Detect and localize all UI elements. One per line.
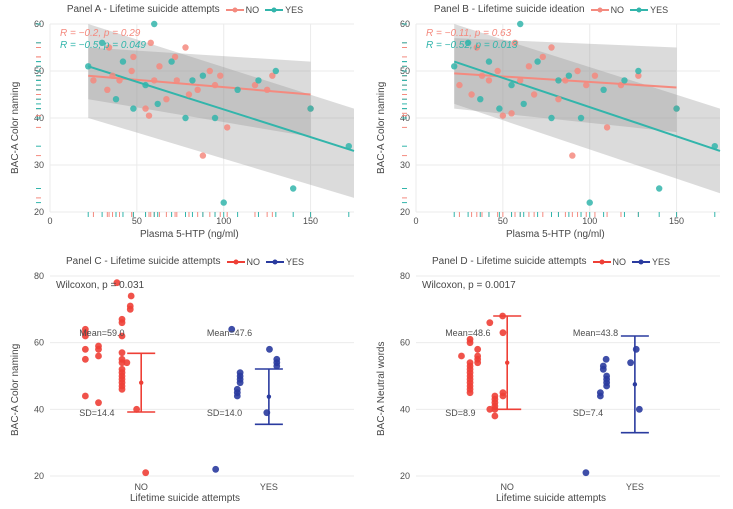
svg-text:SD=7.4: SD=7.4	[573, 408, 603, 418]
svg-text:20: 20	[400, 471, 410, 481]
panel-b-legend-yes: YES	[630, 5, 668, 15]
svg-text:150: 150	[303, 216, 318, 226]
panel-d-title-bar: Panel D - Lifetime suicide attempts NO Y…	[376, 256, 726, 267]
legend-label-yes: YES	[285, 5, 303, 15]
panel-a-legend-yes: YES	[265, 5, 303, 15]
panel-c-plot: 20 40 60 80 NO YES Wilcoxon, p = 0.031 Mean=59.…	[10, 256, 360, 504]
panel-d-legend-no: NO	[593, 257, 627, 267]
svg-text:SD=14.4: SD=14.4	[79, 408, 114, 418]
legend-label-yes: YES	[652, 257, 670, 267]
panel-a-ylabel: BAC-A Color naming	[10, 82, 21, 174]
svg-text:R = −0.52, p = 0.013: R = −0.52, p = 0.013	[426, 40, 518, 51]
svg-text:SD=14.0: SD=14.0	[207, 408, 242, 418]
svg-text:Mean=47.6: Mean=47.6	[207, 328, 252, 338]
panel-d-title: Panel D - Lifetime suicide attempts	[432, 256, 587, 267]
svg-text:R = −0.5, p = 0.049: R = −0.5, p = 0.049	[60, 40, 146, 51]
line-icon	[266, 261, 284, 263]
svg-text:80: 80	[400, 271, 410, 281]
svg-text:60: 60	[400, 338, 410, 348]
svg-text:0: 0	[47, 216, 52, 226]
svg-text:Wilcoxon, p = 0.031: Wilcoxon, p = 0.031	[56, 280, 145, 291]
panel-c-title-bar: Panel C - Lifetime suicide attempts NO Y…	[10, 256, 360, 267]
line-icon	[632, 261, 650, 263]
svg-text:80: 80	[34, 271, 44, 281]
svg-text:50: 50	[498, 216, 508, 226]
panel-d-xlabel: Lifetime suicide attempts	[496, 493, 606, 504]
svg-text:40: 40	[400, 404, 410, 414]
figure-root: Panel A - Lifetime suicide attempts NO Y…	[0, 0, 733, 509]
line-icon	[227, 261, 245, 263]
legend-label-no: NO	[247, 257, 261, 267]
panel-d: Panel D - Lifetime suicide attempts NO Y…	[376, 256, 726, 504]
svg-text:Mean=59.0: Mean=59.0	[79, 328, 124, 338]
line-icon	[591, 9, 609, 11]
svg-text:NO: NO	[500, 482, 514, 492]
legend-label-no: NO	[613, 257, 627, 267]
svg-text:30: 30	[400, 160, 410, 170]
svg-text:YES: YES	[626, 482, 644, 492]
svg-text:Wilcoxon, p = 0.0017: Wilcoxon, p = 0.0017	[422, 280, 516, 291]
svg-text:30: 30	[34, 160, 44, 170]
legend-label-no: NO	[611, 5, 625, 15]
panel-c-xlabel: Lifetime suicide attempts	[130, 493, 240, 504]
svg-text:40: 40	[34, 404, 44, 414]
svg-text:150: 150	[669, 216, 684, 226]
svg-text:50: 50	[132, 216, 142, 226]
panel-a-xlabel: Plasma 5-HTP (ng/ml)	[140, 229, 239, 240]
panel-a: Panel A - Lifetime suicide attempts NO Y…	[10, 4, 360, 240]
panel-b-ylabel: BAC-A Color naming	[376, 82, 387, 174]
svg-text:Mean=48.6: Mean=48.6	[445, 328, 490, 338]
panel-a-title-bar: Panel A - Lifetime suicide attempts NO Y…	[10, 4, 360, 15]
legend-label-yes: YES	[650, 5, 668, 15]
svg-text:0: 0	[413, 216, 418, 226]
svg-text:R = −0.11, p = 0.63: R = −0.11, p = 0.63	[426, 28, 512, 39]
panel-b: Panel B - Lifetime suicide ideation NO Y…	[376, 4, 726, 240]
svg-text:60: 60	[34, 338, 44, 348]
svg-text:20: 20	[400, 207, 410, 217]
panel-d-ylabel: BAC-A Neutral words	[376, 342, 387, 436]
panel-b-title-bar: Panel B - Lifetime suicide ideation NO Y…	[376, 4, 726, 15]
panel-c-legend-yes: YES	[266, 257, 304, 267]
svg-text:SD=8.9: SD=8.9	[445, 408, 475, 418]
svg-text:20: 20	[34, 207, 44, 217]
legend-label-yes: YES	[286, 257, 304, 267]
panel-a-title: Panel A - Lifetime suicide attempts	[67, 4, 220, 15]
line-icon	[226, 9, 244, 11]
panel-a-plot: 0501001502030405060R = −0.2, p = 0.29R =…	[10, 4, 360, 240]
svg-text:20: 20	[34, 471, 44, 481]
svg-text:Mean=43.8: Mean=43.8	[573, 328, 618, 338]
panel-c-ylabel: BAC-A Color naming	[10, 344, 21, 436]
panel-c: Panel C - Lifetime suicide attempts NO Y…	[10, 256, 360, 504]
panel-d-plot: 20 40 60 80 NO YES Wilcoxon, p = 0.0017 Mean=48…	[376, 256, 726, 504]
panel-c-legend-no: NO	[227, 257, 261, 267]
legend-label-no: NO	[246, 5, 260, 15]
svg-text:100: 100	[582, 216, 597, 226]
line-icon	[593, 261, 611, 263]
svg-text:100: 100	[216, 216, 231, 226]
line-icon	[630, 9, 648, 11]
panel-b-legend-no: NO	[591, 5, 625, 15]
svg-text:YES: YES	[260, 482, 278, 492]
panel-c-title: Panel C - Lifetime suicide attempts	[66, 256, 221, 267]
panel-b-title: Panel B - Lifetime suicide ideation	[434, 4, 585, 15]
panel-d-legend-yes: YES	[632, 257, 670, 267]
panel-b-xlabel: Plasma 5-HTP (ng/ml)	[506, 229, 605, 240]
svg-text:NO: NO	[134, 482, 148, 492]
svg-text:R = −0.2, p = 0.29: R = −0.2, p = 0.29	[60, 28, 141, 39]
panel-b-plot: 0501001502030405060R = −0.11, p = 0.63R …	[376, 4, 726, 240]
line-icon	[265, 9, 283, 11]
panel-a-legend-no: NO	[226, 5, 260, 15]
